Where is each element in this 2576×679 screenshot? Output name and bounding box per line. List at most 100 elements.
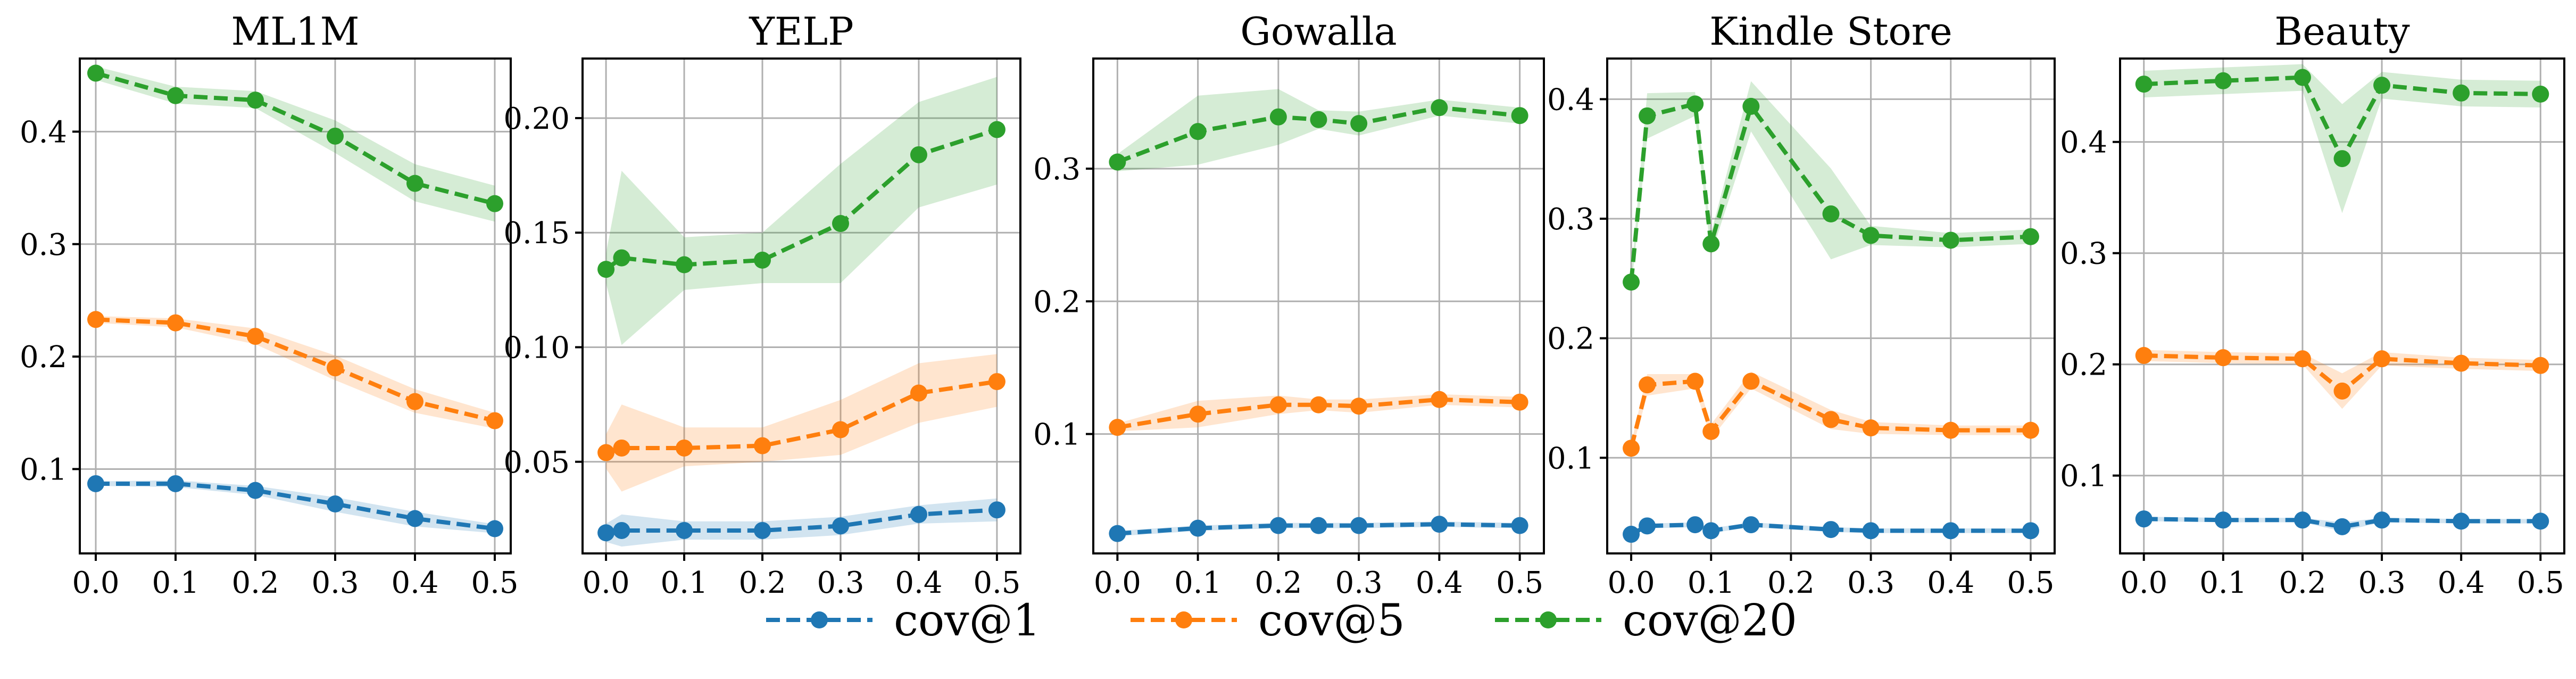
data-point-cov20	[1822, 205, 1840, 223]
data-point-cov5	[2373, 350, 2391, 368]
data-point-cov20	[1310, 111, 1327, 128]
x-tick-label: 0.1	[2199, 566, 2247, 600]
data-point-cov1	[1109, 525, 1126, 542]
data-point-cov1	[2373, 511, 2391, 529]
data-point-cov20	[910, 146, 927, 163]
data-point-cov1	[406, 510, 423, 527]
data-point-cov5	[2294, 350, 2311, 368]
legend-entry-cov5: cov@5	[1131, 595, 1405, 646]
data-point-cov5	[1431, 391, 1448, 408]
data-point-cov1	[1686, 516, 1704, 534]
data-point-cov20	[406, 175, 423, 192]
data-point-cov1	[327, 495, 344, 512]
data-point-cov20	[327, 127, 344, 145]
band-cov1	[606, 498, 997, 547]
data-point-cov20	[1269, 108, 1287, 126]
data-point-cov5	[1702, 423, 1720, 440]
plot-frame	[1606, 57, 2056, 554]
legend-label-cov20: cov@20	[1623, 595, 1797, 646]
data-point-cov5	[1269, 396, 1287, 413]
data-point-cov5	[613, 439, 630, 457]
data-point-cov1	[1822, 521, 1840, 539]
data-point-cov1	[2453, 512, 2470, 530]
data-point-cov20	[2214, 72, 2232, 89]
data-point-cov1	[2214, 511, 2232, 529]
data-point-cov5	[1822, 411, 1840, 428]
data-point-cov20	[597, 261, 615, 278]
data-point-cov5	[2214, 349, 2232, 367]
band-cov20	[96, 66, 495, 222]
legend-marker-cov5	[1175, 611, 1192, 628]
data-point-cov1	[1742, 516, 1760, 534]
data-point-cov5	[247, 328, 264, 345]
chart-title: YELP	[749, 9, 853, 54]
data-point-cov1	[1189, 519, 1207, 537]
data-point-cov20	[1702, 235, 1720, 253]
data-point-cov1	[1431, 516, 1448, 533]
data-point-cov1	[1862, 522, 1880, 540]
series-line-cov5	[95, 317, 495, 423]
data-point-cov20	[832, 215, 849, 232]
data-point-cov5	[832, 421, 849, 438]
x-tick-label: 0.1	[661, 566, 708, 600]
data-point-cov1	[1702, 522, 1720, 540]
data-point-cov20	[1511, 107, 1528, 125]
legend-entry-cov1: cov@1	[766, 595, 1041, 646]
data-point-cov5	[1310, 396, 1327, 413]
series-line-cov20	[1629, 101, 2031, 283]
data-point-cov20	[2373, 77, 2391, 94]
y-tick-label: 0.10	[503, 331, 570, 366]
panel-ml1m: 0.0 0.1 0.2 0.3 0.4 0.5 0.1 0.2 0.3 0.4 ML1M	[20, 9, 519, 600]
y-tick-label: 0.3	[20, 228, 67, 262]
data-point-cov20	[2453, 84, 2470, 102]
data-point-cov5	[87, 311, 104, 328]
data-point-cov1	[2022, 522, 2039, 540]
band-cov1	[1117, 521, 1520, 536]
data-point-cov1	[1350, 517, 1368, 534]
x-tick-label: 0.0	[2120, 566, 2167, 600]
data-point-cov5	[1686, 372, 1704, 390]
data-point-cov5	[2022, 421, 2039, 439]
panel-kindle-store: 0.0 0.1 0.2 0.3 0.4 0.5 0.1 0.2 0.3 0.4 Kindle Sto…	[1547, 9, 2056, 600]
data-point-cov20	[2294, 69, 2311, 86]
data-point-cov1	[2135, 510, 2153, 528]
x-tick-label: 0.4	[391, 566, 438, 600]
data-point-cov20	[1109, 153, 1126, 171]
panel-yelp: 0.0 0.1 0.2 0.3 0.4 0.5 0.05 0.10 0.15 0.20 YELP	[503, 9, 1021, 600]
band-cov5	[2143, 350, 2541, 409]
x-tick-label: 0.2	[2279, 566, 2326, 600]
data-point-cov5	[676, 439, 693, 457]
data-point-cov5	[1623, 440, 1640, 457]
band-cov5	[606, 354, 997, 492]
y-tick-label: 0.4	[1547, 82, 1594, 117]
data-point-cov20	[1350, 115, 1368, 133]
y-tick-label: 0.1	[20, 452, 67, 487]
data-point-cov1	[988, 501, 1006, 519]
legend-marker-cov20	[1540, 611, 1557, 628]
data-point-cov1	[247, 482, 264, 499]
data-point-cov5	[167, 314, 184, 332]
data-point-cov20	[486, 195, 503, 212]
series-line-cov20	[95, 71, 495, 206]
data-point-cov1	[1310, 517, 1327, 534]
y-tick-label: 0.1	[1547, 441, 1594, 476]
legend-label-cov1: cov@1	[894, 595, 1041, 646]
data-point-cov5	[988, 373, 1006, 391]
data-point-cov20	[87, 64, 104, 82]
x-tick-label: 0.2	[231, 566, 279, 600]
data-point-cov20	[1862, 227, 1880, 244]
x-tick-label: 0.0	[1608, 566, 1655, 600]
y-tick-label: 0.3	[1547, 202, 1594, 237]
data-point-cov5	[1189, 405, 1207, 423]
data-point-cov20	[1742, 97, 1760, 115]
data-point-cov20	[2532, 85, 2549, 103]
chart-title: ML1M	[231, 9, 359, 54]
data-point-cov5	[2532, 357, 2549, 374]
x-tick-label: 0.4	[1416, 566, 1463, 600]
legend-label-cov5: cov@5	[1258, 595, 1405, 646]
data-point-cov5	[1109, 419, 1126, 436]
x-tick-label: 0.3	[1847, 566, 1894, 600]
band-cov20	[606, 77, 997, 345]
x-tick-label: 0.3	[1335, 566, 1383, 600]
x-tick-label: 0.1	[1688, 566, 1735, 600]
